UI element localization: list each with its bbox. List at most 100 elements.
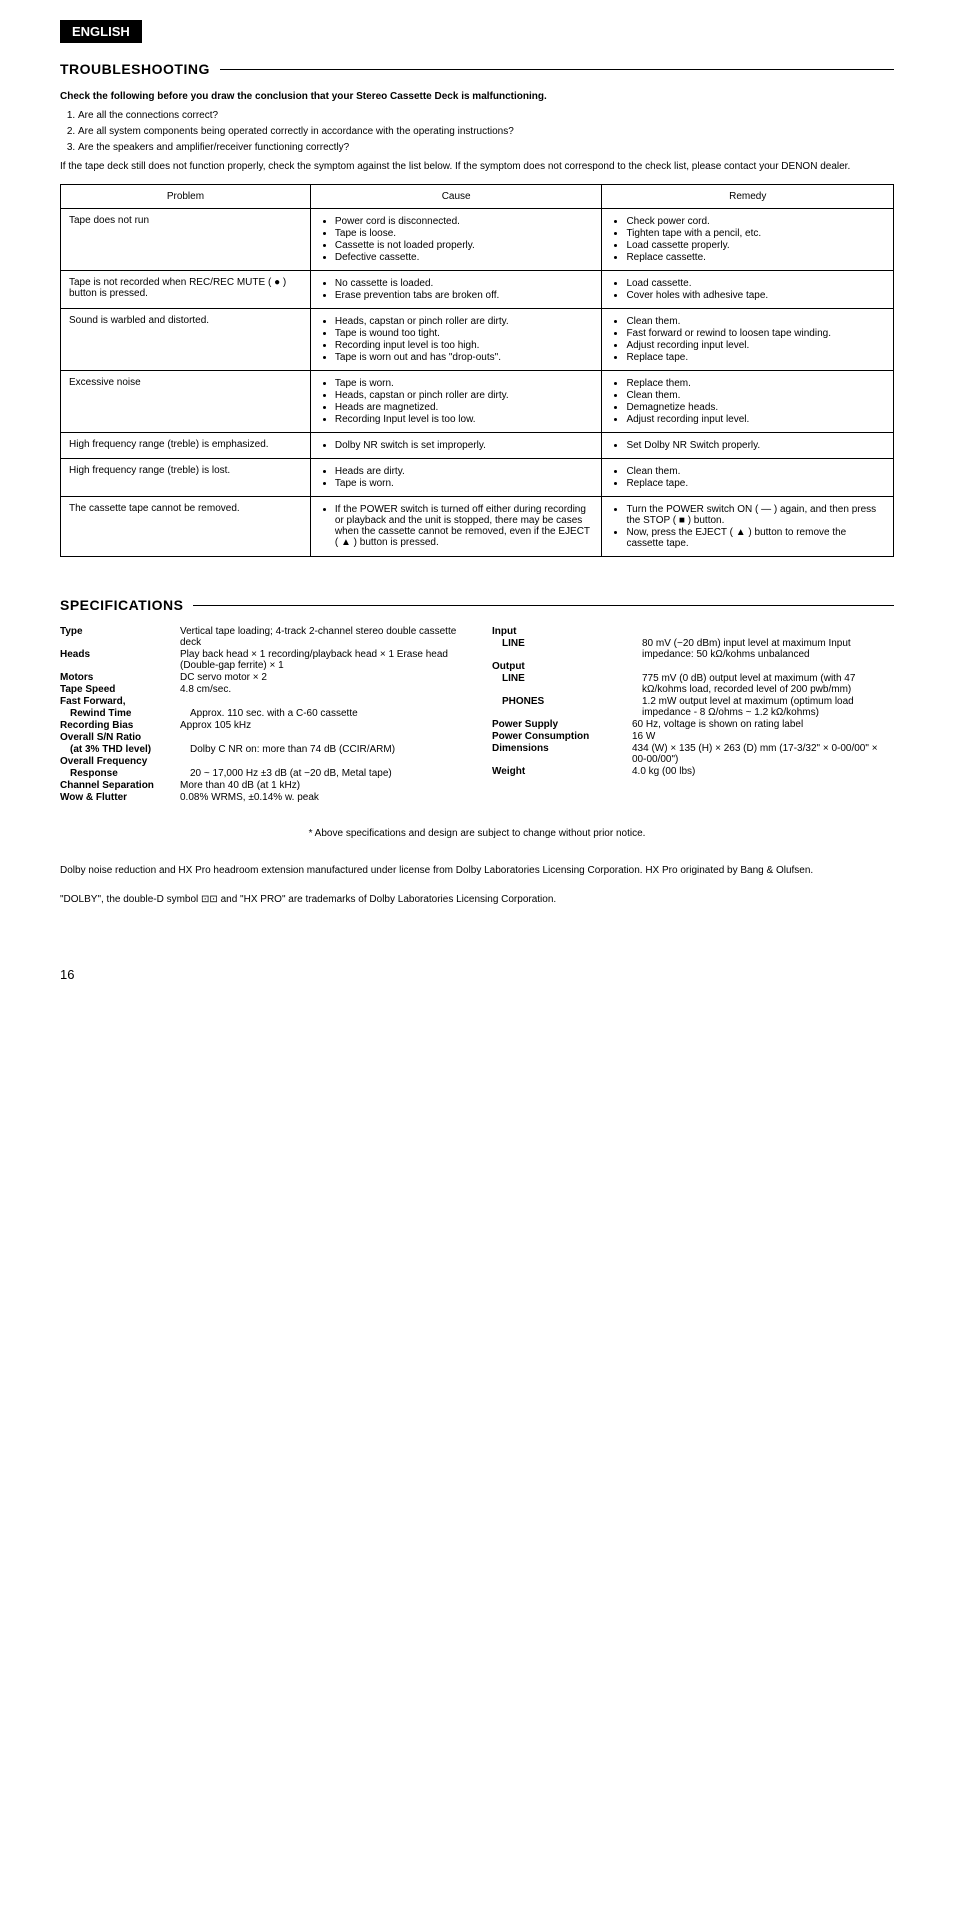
spec-row: PHONES1.2 mW output level at maximum (op… bbox=[492, 696, 894, 718]
spec-row: Overall S/N Ratio bbox=[60, 732, 462, 743]
spec-label: LINE bbox=[492, 638, 642, 660]
remedy-item: Cover holes with adhesive tape. bbox=[626, 290, 885, 301]
cause-item: Dolby NR switch is set improperly. bbox=[335, 440, 594, 451]
cause-cell: No cassette is loaded.Erase prevention t… bbox=[310, 271, 602, 309]
remedy-cell: Replace them.Clean them.Demagnetize head… bbox=[602, 371, 894, 433]
table-row: High frequency range (treble) is emphasi… bbox=[61, 433, 894, 459]
intro-item: Are all system components being operated… bbox=[78, 124, 894, 139]
remedy-item: Now, press the EJECT ( ▲ ) button to rem… bbox=[626, 527, 885, 549]
troubleshooting-title-text: TROUBLESHOOTING bbox=[60, 61, 210, 77]
spec-label: Overall Frequency bbox=[60, 756, 180, 767]
spec-value: Dolby C NR on: more than 74 dB (CCIR/ARM… bbox=[190, 744, 462, 755]
problem-cell: High frequency range (treble) is emphasi… bbox=[61, 433, 311, 459]
cause-item: Tape is worn out and has "drop-outs". bbox=[335, 352, 594, 363]
page-number: 16 bbox=[60, 967, 894, 982]
cause-item: Heads are magnetized. bbox=[335, 402, 594, 413]
remedy-item: Fast forward or rewind to loosen tape wi… bbox=[626, 328, 885, 339]
table-row: Sound is warbled and distorted.Heads, ca… bbox=[61, 309, 894, 371]
spec-row: Response20 ~ 17,000 Hz ±3 dB (at −20 dB,… bbox=[60, 768, 462, 779]
spec-col-left: TypeVertical tape loading; 4-track 2-cha… bbox=[60, 625, 462, 804]
remedy-item: Check power cord. bbox=[626, 216, 885, 227]
spec-row: Power Consumption16 W bbox=[492, 731, 894, 742]
spec-row: MotorsDC servo motor × 2 bbox=[60, 672, 462, 683]
spec-value: 20 ~ 17,000 Hz ±3 dB (at −20 dB, Metal t… bbox=[190, 768, 462, 779]
table-row: The cassette tape cannot be removed. If t… bbox=[61, 497, 894, 557]
remedy-cell: Turn the POWER switch ON ( — ) again, an… bbox=[602, 497, 894, 557]
table-row: Excessive noiseTape is worn.Heads, capst… bbox=[61, 371, 894, 433]
spec-value: DC servo motor × 2 bbox=[180, 672, 462, 683]
spec-row: Input bbox=[492, 626, 894, 637]
remedy-item: Load cassette properly. bbox=[626, 240, 885, 251]
cause-item: Tape is loose. bbox=[335, 228, 594, 239]
remedy-item: Demagnetize heads. bbox=[626, 402, 885, 413]
spec-label: Heads bbox=[60, 649, 180, 671]
troubleshooting-heading: TROUBLESHOOTING bbox=[60, 61, 894, 77]
spec-row: Dimensions434 (W) × 135 (H) × 263 (D) mm… bbox=[492, 743, 894, 765]
spec-label: (at 3% THD level) bbox=[60, 744, 190, 755]
spec-value: Approx 105 kHz bbox=[180, 720, 462, 731]
spec-col-right: InputLINE80 mV (−20 dBm) input level at … bbox=[492, 625, 894, 804]
spec-value: 0.08% WRMS, ±0.14% w. peak bbox=[180, 792, 462, 803]
spec-value: 434 (W) × 135 (H) × 263 (D) mm (17-3/32"… bbox=[632, 743, 894, 765]
spec-label: Fast Forward, bbox=[60, 696, 180, 707]
spec-row: TypeVertical tape loading; 4-track 2-cha… bbox=[60, 626, 462, 648]
spec-value: 16 W bbox=[632, 731, 894, 742]
specifications-block: TypeVertical tape loading; 4-track 2-cha… bbox=[60, 625, 894, 804]
intro-tail: If the tape deck still does not function… bbox=[60, 161, 850, 172]
spec-row: LINE775 mV (0 dB) output level at maximu… bbox=[492, 673, 894, 695]
spec-value: 60 Hz, voltage is shown on rating label bbox=[632, 719, 894, 730]
spec-row: Overall Frequency bbox=[60, 756, 462, 767]
remedy-cell: Clean them.Replace tape. bbox=[602, 459, 894, 497]
remedy-item: Tighten tape with a pencil, etc. bbox=[626, 228, 885, 239]
cause-cell: Heads are dirty.Tape is worn. bbox=[310, 459, 602, 497]
spec-row: Weight4.0 kg (00 lbs) bbox=[492, 766, 894, 777]
cause-cell: Power cord is disconnected.Tape is loose… bbox=[310, 209, 602, 271]
intro-item: Are all the connections correct? bbox=[78, 108, 894, 123]
remedy-item: Load cassette. bbox=[626, 278, 885, 289]
spec-value: 4.8 cm/sec. bbox=[180, 684, 462, 695]
spec-label: Wow & Flutter bbox=[60, 792, 180, 803]
spec-row: Tape Speed4.8 cm/sec. bbox=[60, 684, 462, 695]
cause-item: Recording input level is too high. bbox=[335, 340, 594, 351]
cause-cell: Tape is worn.Heads, capstan or pinch rol… bbox=[310, 371, 602, 433]
language-tag: ENGLISH bbox=[60, 20, 142, 43]
problem-cell: The cassette tape cannot be removed. bbox=[61, 497, 311, 557]
col-remedy: Remedy bbox=[602, 185, 894, 209]
remedy-item: Adjust recording input level. bbox=[626, 340, 885, 351]
spec-label: LINE bbox=[492, 673, 642, 695]
spec-value: Play back head × 1 recording/playback he… bbox=[180, 649, 462, 671]
spec-label: Response bbox=[60, 768, 190, 779]
spec-row: Fast Forward, bbox=[60, 696, 462, 707]
spec-value bbox=[632, 626, 894, 637]
cause-item: Tape is worn. bbox=[335, 378, 594, 389]
spec-label: Weight bbox=[492, 766, 632, 777]
remedy-cell: Check power cord.Tighten tape with a pen… bbox=[602, 209, 894, 271]
remedy-cell: Clean them.Fast forward or rewind to loo… bbox=[602, 309, 894, 371]
remedy-item: Replace tape. bbox=[626, 478, 885, 489]
spec-row: Power Supply60 Hz, voltage is shown on r… bbox=[492, 719, 894, 730]
col-problem: Problem bbox=[61, 185, 311, 209]
cause-item: Erase prevention tabs are broken off. bbox=[335, 290, 594, 301]
remedy-item: Replace cassette. bbox=[626, 252, 885, 263]
cause-item: Heads, capstan or pinch roller are dirty… bbox=[335, 316, 594, 327]
remedy-item: Set Dolby NR Switch properly. bbox=[626, 440, 885, 451]
table-row: High frequency range (treble) is lost.He… bbox=[61, 459, 894, 497]
legal-2: "DOLBY", the double-D symbol ⊡⊡ and "HX … bbox=[60, 892, 894, 907]
spec-row: LINE80 mV (−20 dBm) input level at maxim… bbox=[492, 638, 894, 660]
intro-block: Check the following before you draw the … bbox=[60, 89, 894, 174]
spec-label: Rewind Time bbox=[60, 708, 190, 719]
intro-list: Are all the connections correct? Are all… bbox=[78, 108, 894, 155]
cause-item: Defective cassette. bbox=[335, 252, 594, 263]
spec-value bbox=[180, 756, 462, 767]
spec-row: Channel SeparationMore than 40 dB (at 1 … bbox=[60, 780, 462, 791]
spec-value bbox=[180, 732, 462, 743]
cause-item: If the POWER switch is turned off either… bbox=[335, 504, 594, 548]
cause-item: Heads, capstan or pinch roller are dirty… bbox=[335, 390, 594, 401]
spec-label: Overall S/N Ratio bbox=[60, 732, 180, 743]
remedy-cell: Load cassette.Cover holes with adhesive … bbox=[602, 271, 894, 309]
legal-1: Dolby noise reduction and HX Pro headroo… bbox=[60, 863, 894, 878]
remedy-item: Replace them. bbox=[626, 378, 885, 389]
spec-value: 4.0 kg (00 lbs) bbox=[632, 766, 894, 777]
spec-value bbox=[180, 696, 462, 707]
spec-label: Input bbox=[492, 626, 632, 637]
